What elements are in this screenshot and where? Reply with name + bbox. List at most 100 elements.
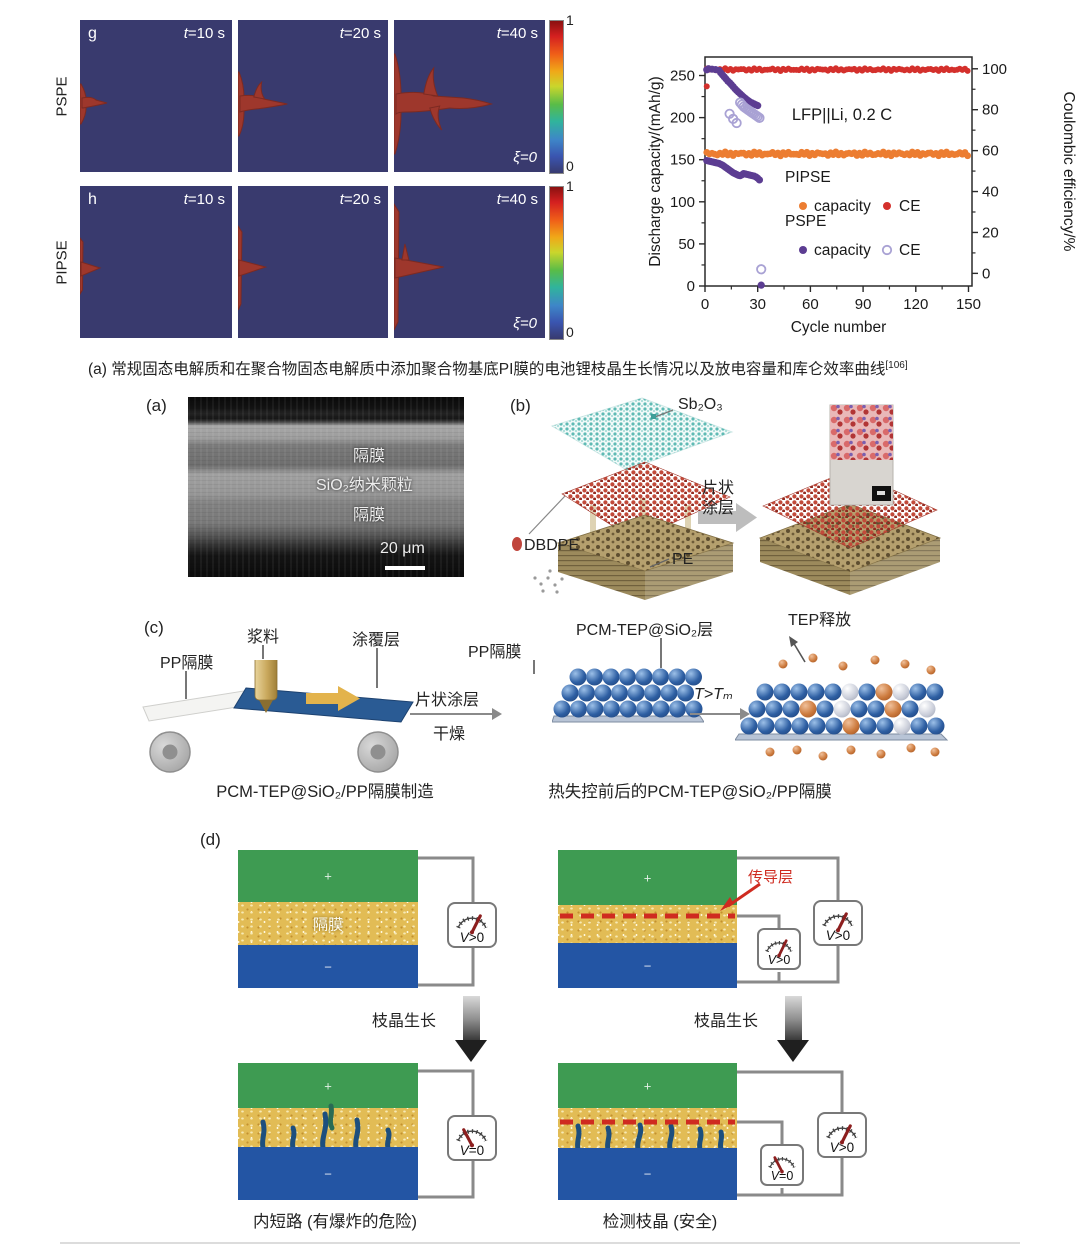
svg-text:60: 60 xyxy=(802,296,819,313)
circuit-wire xyxy=(737,856,840,984)
separator-layer xyxy=(558,1108,737,1152)
positive-electrode: + xyxy=(558,850,737,905)
dendrite-graphic xyxy=(80,83,108,125)
positive-electrode: + xyxy=(238,1063,418,1108)
pp-separator-label: PP隔膜 xyxy=(160,655,214,672)
down-arrow xyxy=(463,996,480,1040)
pp-separator-label-2: PP隔膜 xyxy=(468,644,522,661)
minus-sign: − xyxy=(643,1166,652,1182)
plus-sign: + xyxy=(643,870,652,885)
time-label: t=10 s xyxy=(183,25,225,42)
panel-c-letter: (c) xyxy=(144,618,164,637)
pe-slab-right xyxy=(645,543,733,600)
step-label-coating: 片状涂层 xyxy=(415,692,480,709)
conductive-layer-label: 传导层 xyxy=(748,869,794,886)
voltmeter: V>0 xyxy=(447,902,497,948)
battery-stack-dendrite-detected: + − xyxy=(558,1063,737,1200)
svg-text:100: 100 xyxy=(670,194,695,211)
separator-label: 隔膜 xyxy=(312,916,344,933)
tep-release-label: TEP释放 xyxy=(788,612,852,629)
negative-electrode: − xyxy=(558,1148,737,1200)
negative-electrode: − xyxy=(238,1147,418,1200)
voltmeter-reading: V=0 xyxy=(770,1169,794,1183)
pcm-coated-separator xyxy=(552,668,704,723)
minus-sign: − xyxy=(643,958,652,973)
svg-text:150: 150 xyxy=(956,296,981,313)
dbdpe-label: DBDPE xyxy=(524,537,580,554)
sim-panel-g-t40: t=40 s ξ=0 xyxy=(394,20,545,172)
sem-layer-label-mid: SiO₂纳米颗粒 xyxy=(316,477,413,494)
sim-panel-h-t20: t=20 s xyxy=(238,186,388,338)
coating-machine xyxy=(142,660,414,773)
sb2o3-layer-texture xyxy=(552,398,732,470)
negative-electrode: − xyxy=(558,943,737,988)
svg-text:60: 60 xyxy=(982,143,999,160)
panel-b-letter: (b) xyxy=(510,396,531,415)
svg-text:Coulombic efficiency/%: Coulombic efficiency/% xyxy=(1060,92,1077,252)
voltmeter-reading: V>0 xyxy=(825,928,851,943)
time-label: t=20 s xyxy=(339,25,381,42)
down-arrow xyxy=(785,996,802,1040)
voltmeter-reading: V=0 xyxy=(459,1143,485,1158)
svg-text:30: 30 xyxy=(749,296,766,313)
minus-sign: − xyxy=(324,959,332,974)
svg-text:200: 200 xyxy=(670,110,695,127)
svg-text:250: 250 xyxy=(670,68,695,85)
negative-electrode: − xyxy=(238,945,418,988)
row-h-material-label: PIPSE xyxy=(53,240,71,285)
row-g-material-label: PSPE xyxy=(53,76,71,117)
step-arrow-head xyxy=(492,708,502,720)
tep-releasing-separator xyxy=(735,636,949,761)
voltmeter: V>0 xyxy=(757,928,801,970)
battery-stack-with-conductive-layer: + − xyxy=(558,850,737,988)
coating-arrow-label-1: 片状 xyxy=(702,480,735,497)
coating-arrow-label-2: 涂层 xyxy=(702,500,735,517)
plus-sign: + xyxy=(324,868,332,884)
panel-d-caption-left: 内短路 (有爆炸的危险) xyxy=(252,1213,418,1231)
time-label: t=10 s xyxy=(183,191,225,208)
molecule-dots xyxy=(533,569,564,594)
sb2o3-label: Sb₂O₃ xyxy=(678,396,723,413)
panel-a-letter: (a) xyxy=(146,396,167,415)
colorbar-min: 0 xyxy=(566,158,574,174)
sem-scalebar-label: 20 μm xyxy=(380,540,425,557)
colorbar-min: 0 xyxy=(566,324,574,340)
panel-letter: h xyxy=(88,191,97,208)
time-label: t=40 s xyxy=(496,25,538,42)
voltmeter: V>0 xyxy=(817,1112,867,1158)
panel-b-illustration xyxy=(512,397,942,600)
battery-stack-normal: + 隔膜 − xyxy=(238,850,418,988)
dendrite-graphic xyxy=(394,203,444,331)
sem-layer-label-top: 隔膜 xyxy=(353,448,386,465)
sim-panel-g-t20: t=20 s xyxy=(238,20,388,172)
step-arrow xyxy=(410,713,492,715)
figure-caption-a: (a) 常规固态电解质和在聚合物固态电解质中添加聚合物基底PI膜的电池锂枝晶生长… xyxy=(88,357,1018,379)
temp-arrow xyxy=(690,713,740,715)
cycling-performance-chart: 0 30 60 90 120 150050100150200250020406080100… xyxy=(647,56,1077,336)
plus-sign: + xyxy=(643,1078,652,1093)
svg-text:80: 80 xyxy=(982,102,999,119)
svg-text:120: 120 xyxy=(903,296,928,313)
dendrite-graphic xyxy=(238,225,268,311)
voltmeter: V=0 xyxy=(447,1115,497,1161)
panel-d-letter: (d) xyxy=(200,830,221,849)
separator-layer xyxy=(558,905,737,943)
svg-text:Discharge capacity/(mAh/g): Discharge capacity/(mAh/g) xyxy=(647,76,664,266)
colorbar-max: 1 xyxy=(566,12,574,28)
leader-line xyxy=(376,648,378,688)
svg-text:Cycle number: Cycle number xyxy=(791,319,887,336)
coating-arrow xyxy=(736,503,757,532)
pe-label: PE xyxy=(672,551,694,568)
sem-image: 隔膜 SiO₂纳米颗粒 隔膜 20 μm xyxy=(188,397,464,577)
circuit-wire xyxy=(418,1069,475,1199)
time-label: t=20 s xyxy=(339,191,381,208)
dendrite-graphic xyxy=(238,71,288,137)
svg-text:capacity: capacity xyxy=(814,242,871,259)
svg-text:PSPE: PSPE xyxy=(785,213,826,230)
direction-arrow xyxy=(306,693,338,704)
conductive-layer-line xyxy=(560,913,735,919)
svg-text:0: 0 xyxy=(701,296,709,313)
step-label-drying: 干燥 xyxy=(433,726,466,743)
dendrite-graphic xyxy=(80,237,102,295)
svg-text:90: 90 xyxy=(855,296,872,313)
